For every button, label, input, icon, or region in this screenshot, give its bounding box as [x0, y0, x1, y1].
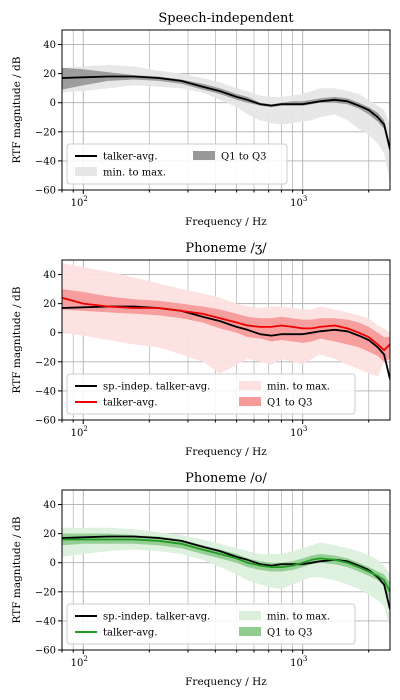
y-tick-label: 20 — [43, 529, 56, 540]
x-tick-base: 10 — [290, 658, 303, 669]
x-axis-label: Frequency / Hz — [185, 446, 267, 458]
chart-title: Phoneme /ʒ/ — [185, 241, 267, 256]
y-axis-label: RTF magnitude / dB — [11, 286, 23, 393]
chart-title: Phoneme /o/ — [185, 471, 267, 486]
x-tick-label: 103 — [290, 425, 307, 439]
x-tick-label: 103 — [290, 195, 307, 209]
y-tick-label: −60 — [35, 416, 56, 427]
legend-swatch-patch — [239, 397, 261, 406]
series-line-0 — [62, 535, 390, 610]
x-tick-label: 102 — [71, 655, 88, 669]
y-tick-label: 40 — [43, 500, 56, 511]
axes-frame — [61, 489, 391, 651]
y-axis-label: RTF magnitude / dB — [11, 56, 23, 163]
legend-label: Q1 to Q3 — [221, 152, 267, 163]
x-tick-exp: 2 — [83, 425, 87, 433]
plot-area — [62, 64, 390, 183]
legend-box — [66, 373, 356, 415]
x-tick-exp: 3 — [303, 655, 307, 663]
legend-label: min. to max. — [267, 612, 330, 623]
x-tick-base: 10 — [290, 198, 303, 209]
legend: sp.-indep. talker-avg. min. to max. talker… — [66, 603, 356, 645]
x-tick-exp: 3 — [303, 425, 307, 433]
y-tick-label: 0 — [50, 558, 56, 569]
legend: sp.-indep. talker-avg. min. to max. talker… — [66, 373, 356, 415]
legend-swatch-patch — [239, 611, 261, 620]
y-axis-label: RTF magnitude / dB — [11, 516, 23, 623]
x-tick-label: 102 — [71, 425, 88, 439]
y-tick-label: −40 — [35, 616, 56, 627]
legend-label: talker-avg. — [103, 152, 158, 163]
y-tick-label: −60 — [35, 186, 56, 197]
y-tick-label: −60 — [35, 646, 56, 657]
x-tick-base: 10 — [290, 428, 303, 439]
y-tick-label: 20 — [43, 69, 56, 80]
x-tick-base: 10 — [71, 428, 84, 439]
legend-swatch-patch — [193, 151, 215, 160]
legend-label: sp.-indep. talker-avg. — [103, 382, 210, 393]
band-min-max — [62, 527, 390, 629]
legend-label: min. to max. — [103, 168, 166, 179]
plot-area — [62, 527, 390, 629]
x-tick-exp: 2 — [83, 655, 87, 663]
legend-label: talker-avg. — [103, 628, 158, 639]
legend-label: min. to max. — [267, 382, 330, 393]
y-tick-label: 0 — [50, 98, 56, 109]
y-tick-label: −20 — [35, 127, 56, 138]
y-tick-label: −20 — [35, 587, 56, 598]
y-tick-label: −40 — [35, 386, 56, 397]
legend: talker-avg. Q1 to Q3 min. to max. — [66, 143, 288, 185]
x-tick-base: 10 — [71, 198, 84, 209]
legend-box — [66, 143, 288, 185]
chart-title: Speech-independent — [158, 11, 294, 26]
band-min-max — [62, 64, 390, 183]
legend-swatch-patch — [239, 627, 261, 636]
x-axis-label: Frequency / Hz — [185, 216, 267, 228]
y-tick-label: 40 — [43, 270, 56, 281]
legend-swatch-patch — [239, 381, 261, 390]
legend-label: sp.-indep. talker-avg. — [103, 612, 210, 623]
legend-label: Q1 to Q3 — [267, 398, 313, 409]
legend-label: talker-avg. — [103, 398, 158, 409]
legend-swatch-patch — [75, 167, 97, 176]
x-tick-label: 102 — [71, 195, 88, 209]
axes-frame — [61, 259, 391, 421]
series-line-0 — [62, 75, 390, 150]
plot-area — [62, 262, 390, 380]
y-tick-label: −20 — [35, 357, 56, 368]
series-line-1 — [62, 296, 390, 352]
y-tick-label: 40 — [43, 40, 56, 51]
y-tick-label: 20 — [43, 299, 56, 310]
axes-frame — [61, 29, 391, 191]
x-tick-base: 10 — [71, 658, 84, 669]
series-line-1 — [62, 538, 390, 593]
legend-box — [66, 603, 356, 645]
x-axis-label: Frequency / Hz — [185, 676, 267, 688]
x-tick-exp: 2 — [83, 195, 87, 203]
y-tick-label: −40 — [35, 156, 56, 167]
x-tick-label: 103 — [290, 655, 307, 669]
legend-label: Q1 to Q3 — [267, 628, 313, 639]
y-tick-label: 0 — [50, 328, 56, 339]
x-tick-exp: 3 — [303, 195, 307, 203]
